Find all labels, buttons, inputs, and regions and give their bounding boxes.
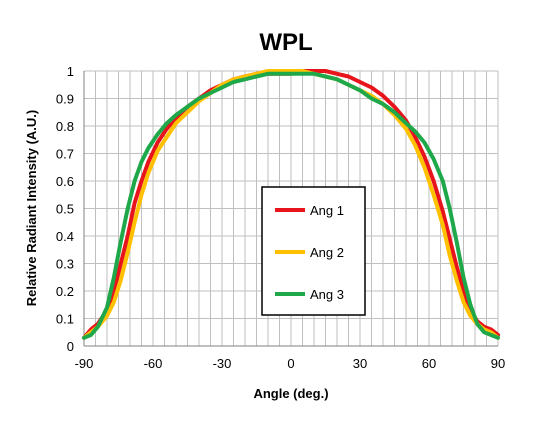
legend: Ang 1 Ang 2 Ang 3 [261, 186, 366, 316]
axes: -90 -60 -30 0 30 60 90 0 0.1 0.2 0.3 0.4 0.5 0.6 0.7 0.… [56, 64, 505, 371]
y-tick-label: 0.4 [56, 229, 74, 244]
y-tick-label: 0.9 [56, 92, 74, 107]
y-tick-label: 0.2 [56, 284, 74, 299]
x-tick-label: 30 [353, 356, 367, 371]
x-tick-label: -60 [144, 356, 163, 371]
y-axis-label: Relative Radiant Intensity (A.U.) [24, 110, 39, 306]
series-line-3 [82, 71, 500, 340]
legend-label-3: Ang 3 [310, 287, 344, 302]
y-tick-label: 0.7 [56, 147, 74, 162]
x-tick-label: 60 [422, 356, 436, 371]
series-line-2 [82, 69, 500, 340]
y-tick-label: 0 [67, 339, 74, 354]
x-axis-label: Angle (deg.) [253, 386, 328, 401]
x-tick-label: -90 [75, 356, 94, 371]
legend-label-1: Ang 1 [310, 203, 344, 218]
x-tick-label: 90 [491, 356, 505, 371]
y-tick-label: 0.5 [56, 202, 74, 217]
x-tick-label: -30 [213, 356, 232, 371]
y-tick-label: 0.3 [56, 257, 74, 272]
chart-title: WPL [259, 29, 312, 56]
series-lines [82, 69, 500, 340]
y-tick-label: 0.1 [56, 312, 74, 327]
legend-label-2: Ang 2 [310, 245, 344, 260]
y-tick-label: 0.8 [56, 119, 74, 134]
y-tick-label: 0.6 [56, 174, 74, 189]
y-tick-label: 1 [67, 64, 74, 79]
x-tick-label: 0 [287, 356, 294, 371]
